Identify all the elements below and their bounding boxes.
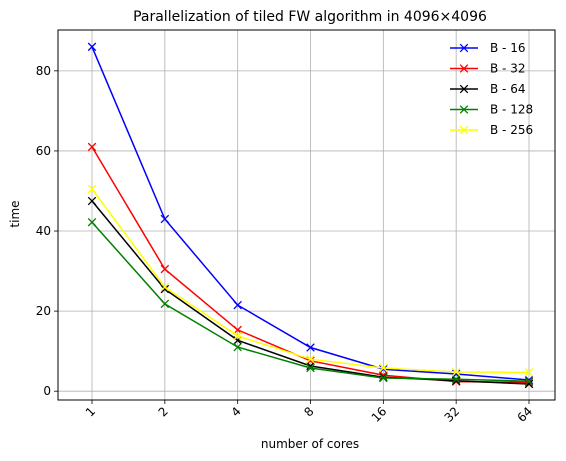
x-marker — [379, 364, 388, 374]
marker-stroke — [87, 184, 97, 194]
marker-stroke — [524, 376, 534, 386]
x-marker — [306, 343, 315, 352]
legend-marker — [459, 105, 469, 114]
marker-stroke — [451, 374, 461, 384]
y-tick-label: 20 — [36, 304, 51, 318]
legend-marker — [459, 84, 469, 94]
x-marker — [160, 284, 170, 294]
marker-stroke — [233, 331, 242, 341]
marker-stroke — [233, 325, 242, 335]
marker-stroke — [524, 368, 534, 377]
marker-stroke — [160, 299, 170, 309]
marker-stroke — [87, 142, 97, 152]
legend-item: B - 256 — [450, 123, 533, 137]
y-tick-label: 80 — [36, 64, 51, 78]
marker-stroke — [379, 363, 388, 373]
legend-label: B - 64 — [490, 82, 525, 96]
legend-marker — [459, 64, 469, 73]
series-b-128 — [87, 217, 534, 386]
x-marker — [524, 368, 534, 377]
x-marker — [87, 217, 97, 227]
legend-marker — [459, 43, 469, 53]
legend-label: B - 16 — [490, 41, 525, 55]
x-axis-label: number of cores — [261, 437, 359, 451]
legend: B - 16 B - 32 B - 64 B - 128 B - 256 — [450, 41, 533, 137]
marker-stroke — [306, 343, 315, 352]
series-layer — [87, 42, 534, 389]
x-marker — [379, 373, 388, 383]
x-marker — [233, 331, 242, 341]
legend-label: B - 128 — [490, 103, 533, 117]
marker-stroke — [233, 300, 242, 310]
legend-label: B - 256 — [490, 123, 533, 137]
x-marker — [451, 367, 461, 377]
marker-stroke — [379, 364, 388, 374]
x-marker — [87, 184, 97, 194]
marker-stroke — [306, 361, 315, 371]
marker-stroke — [87, 196, 97, 206]
x-marker — [160, 264, 170, 274]
marker-stroke — [306, 354, 315, 364]
marker-stroke — [160, 284, 170, 294]
x-marker — [306, 354, 315, 364]
y-tick-label: 60 — [36, 144, 51, 158]
x-marker — [379, 363, 388, 373]
marker-stroke — [524, 378, 534, 387]
plot-frame — [57, 29, 556, 401]
legend-marker — [459, 125, 469, 135]
x-marker — [87, 142, 97, 152]
grid — [58, 30, 555, 400]
marker-stroke — [451, 376, 461, 386]
marker-stroke — [233, 342, 242, 352]
x-marker — [87, 42, 97, 52]
chart-title: Parallelization of tiled FW algorithm in… — [133, 9, 487, 25]
legend-item: B - 32 — [450, 62, 525, 76]
series-b-16 — [87, 42, 534, 385]
legend-item: B - 16 — [450, 41, 525, 55]
x-marker — [160, 214, 170, 224]
x-marker — [87, 196, 97, 206]
legend-label: B - 32 — [490, 62, 525, 76]
marker-stroke — [160, 282, 170, 292]
series-b-64 — [87, 196, 534, 389]
y-axis-label: time — [8, 200, 22, 227]
marker-stroke — [87, 42, 97, 52]
series-b-256 — [87, 184, 534, 377]
marker-stroke — [160, 264, 170, 274]
marker-stroke — [379, 373, 388, 383]
x-marker — [233, 342, 242, 352]
y-tick-label: 40 — [36, 224, 51, 238]
x-marker — [524, 378, 534, 387]
x-marker — [233, 300, 242, 310]
marker-stroke — [306, 363, 315, 373]
x-marker — [451, 374, 461, 384]
x-marker — [306, 363, 315, 373]
legend-item: B - 128 — [450, 103, 533, 117]
marker-stroke — [524, 379, 534, 389]
x-marker — [160, 282, 170, 292]
marker-stroke — [160, 214, 170, 224]
marker-stroke — [87, 217, 97, 227]
y-tick-label: 0 — [43, 384, 51, 398]
marker-stroke — [451, 367, 461, 377]
legend-item: B - 64 — [450, 82, 525, 96]
x-marker — [160, 299, 170, 309]
x-marker — [451, 376, 461, 386]
x-marker — [233, 325, 242, 335]
x-marker — [524, 376, 534, 386]
